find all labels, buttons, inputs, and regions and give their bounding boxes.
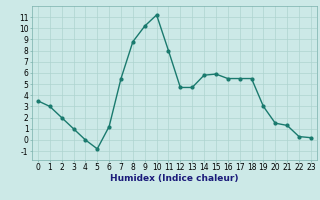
X-axis label: Humidex (Indice chaleur): Humidex (Indice chaleur) — [110, 174, 239, 183]
